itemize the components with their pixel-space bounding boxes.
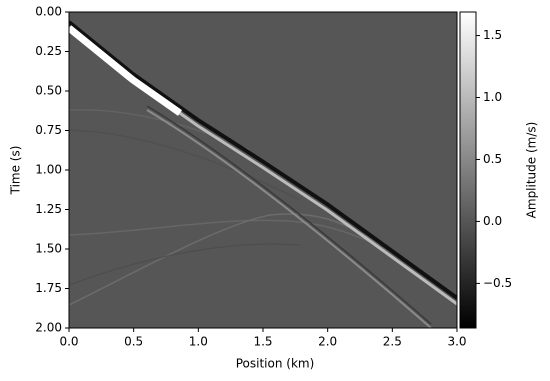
colorbar-tick-label: 0.0	[483, 214, 502, 228]
y-tick-label: 2.00	[35, 321, 62, 335]
y-axis-label: Time (s)	[9, 146, 23, 196]
y-tick-label: 1.00	[35, 163, 62, 177]
y-tick-label: 1.25	[35, 202, 62, 216]
y-tick-label: 0.25	[35, 44, 62, 58]
y-tick-label: 1.50	[35, 242, 62, 256]
x-tick-label: 1.0	[189, 335, 208, 349]
x-tick-label: 2.5	[383, 335, 402, 349]
x-tick-label: 1.5	[253, 335, 272, 349]
events	[69, 20, 457, 328]
x-tick-label: 0.0	[59, 335, 78, 349]
y-tick-label: 0.75	[35, 123, 62, 137]
wavefield	[69, 12, 457, 328]
y-tick-label: 1.75	[35, 281, 62, 295]
x-axis-label: Position (km)	[236, 357, 315, 371]
x-tick-label: 0.5	[124, 335, 143, 349]
x-tick-label: 2.0	[318, 335, 337, 349]
background	[69, 12, 457, 328]
colorbar	[459, 11, 477, 329]
colorbar-tick-label: 1.0	[483, 90, 502, 104]
colorbar-tick-label: 1.5	[483, 28, 502, 42]
colorbar-label: Amplitude (m/s)	[525, 122, 539, 219]
colorbar-tick-label: −0.5	[483, 276, 512, 290]
colorbar-tick-label: 0.5	[483, 152, 502, 166]
y-tick-label: 0.50	[35, 84, 62, 98]
y-tick-label: 0.00	[35, 5, 62, 19]
x-tick-label: 3.0	[447, 335, 466, 349]
